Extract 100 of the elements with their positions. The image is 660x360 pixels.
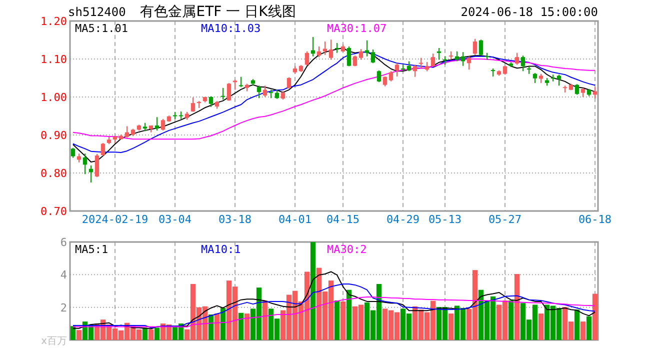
bar [346,290,352,340]
y-tick-label: 2 [60,301,67,314]
candlestick [538,73,544,84]
candlestick [376,70,382,83]
y-tick-label: 6 [60,236,67,249]
line-series [72,296,596,328]
candlestick [382,76,388,87]
x-tick-label: 04-01 [278,213,312,226]
candlestick [460,52,466,66]
bar [154,328,160,340]
candlestick [388,70,394,82]
chart-subtitle: sh512400 [68,5,126,19]
candlestick [304,50,310,66]
bar [76,330,82,340]
y-axis-title: x百万 [41,336,67,347]
bar [592,294,598,340]
candlestick [514,52,520,66]
bar [586,316,592,340]
x-tick-label: 04-15 [326,213,360,226]
candlestick [334,42,340,54]
x-tick-label: 05-27 [488,213,522,226]
text: MA30:2 [327,243,367,256]
candlestick [256,85,262,99]
text: MA10:1.03 [201,22,261,35]
y-tick-label: 0.90 [40,129,67,142]
candlestick [520,55,526,72]
x-tick-label: 2024-02-19 [82,213,148,226]
text: MA30:1.07 [327,22,387,35]
candlestick [124,126,130,138]
candlestick [346,46,352,67]
candlestick [160,118,166,131]
y-tick-label: 1.10 [40,53,67,66]
candlestick [526,66,532,74]
bar [538,314,544,340]
candlestick [454,50,460,62]
candlestick [262,85,268,98]
candlestick [394,62,400,77]
chart-title: 有色金属ETF 一 日K线图 [140,4,296,20]
line-series [72,271,596,330]
bar [238,312,244,340]
candlestick [472,38,478,56]
y-tick-label: 4 [60,268,68,282]
bar [448,314,454,340]
bar [574,310,580,340]
candlestick [358,48,364,60]
y-tick-label: 1.00 [40,91,67,104]
candlestick [322,41,328,56]
candlestick [274,89,280,100]
candlestick [466,56,472,70]
candlestick [226,82,232,102]
text: 2024-06-18 15:00:00 [460,5,598,19]
candlestick [316,46,322,58]
y-tick-label: 0.70 [40,205,67,218]
candlestick [232,79,238,90]
candlestick [532,72,538,84]
candlestick [448,50,454,60]
candlestick [286,76,292,90]
bar [244,314,250,340]
candlestick [238,76,244,88]
bar [214,314,220,340]
line-series [72,283,596,328]
y-tick-label: 1.20 [40,15,67,28]
bar [508,300,514,340]
candlestick [478,39,484,56]
candlestick [70,147,76,158]
candlestick [82,153,88,175]
text: MA10:1 [201,243,241,256]
x-tick-label: 03-18 [218,213,252,226]
bar [310,242,316,340]
bar [580,322,586,340]
bar [262,300,268,340]
y-tick-label: 0.80 [40,167,67,180]
candlestick [220,87,226,100]
candlestick [208,96,214,108]
candlestick [580,87,586,98]
x-tick-label: 04-29 [386,213,420,226]
bar [334,300,340,340]
candlestick [94,154,100,178]
x-tick-label: 06-18 [578,213,612,226]
candlestick [190,96,196,112]
candlestick [406,60,412,72]
candlestick [436,47,442,60]
x-tick-label: 03-04 [158,213,192,226]
candlestick [328,39,334,60]
bar [340,301,346,340]
candlestick [574,84,580,96]
candlestick [556,74,562,86]
candlestick [412,64,418,78]
candlestick [424,62,430,72]
bar [148,329,154,340]
bar [220,308,226,340]
candlestick [100,142,106,156]
text: MA5:1.01 [75,22,128,35]
bar [208,314,214,340]
bar [142,328,148,340]
candlestick [154,116,160,131]
bar [514,274,520,340]
candlestick [430,53,436,68]
candlestick [418,57,424,69]
text: MA5:1 [75,243,108,256]
